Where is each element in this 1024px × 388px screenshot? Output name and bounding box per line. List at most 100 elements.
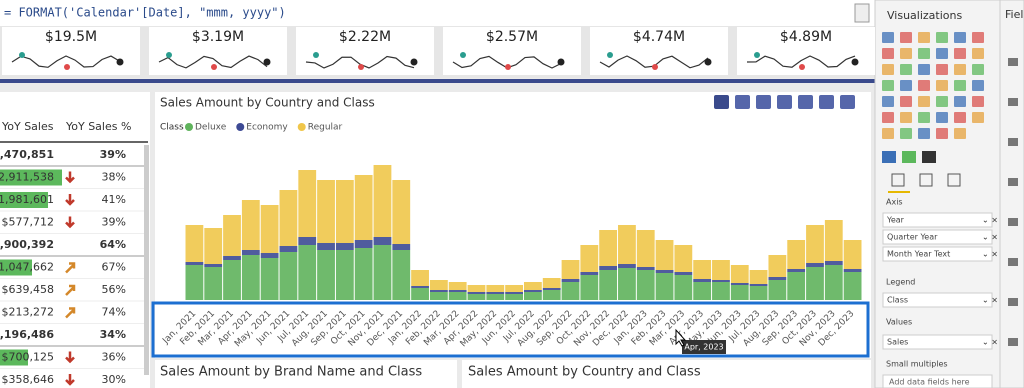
bar-segment [429,280,448,290]
cell: 39% [100,148,126,161]
field-well[interactable] [882,292,993,308]
viz-icon[interactable] [954,48,966,59]
field-well[interactable] [882,212,993,228]
viz-icon[interactable] [972,96,984,107]
visual-icon[interactable] [798,95,813,109]
viz-icon[interactable] [972,48,984,59]
viz-icon[interactable] [936,48,948,59]
spark-dot [19,52,25,58]
sparkline [158,55,268,69]
viz-icon[interactable] [954,96,966,107]
field-table-icon[interactable] [1008,338,1018,346]
viz-icon[interactable] [900,64,912,75]
viz-icon[interactable] [936,32,948,43]
bar-segment [674,272,693,275]
viz-icon[interactable] [882,32,894,43]
field-table-icon[interactable] [1008,218,1018,226]
viz-icon[interactable] [918,96,930,107]
viz-icon[interactable] [922,151,936,163]
pane-tab[interactable] [947,173,961,187]
viz-icon[interactable] [918,128,930,139]
viz-icon[interactable] [936,112,948,123]
formula-expand[interactable] [854,3,870,23]
bar-segment [429,292,448,300]
visual-icon[interactable] [714,95,729,109]
visual-icon[interactable] [840,95,855,109]
visual-icon[interactable] [777,95,792,109]
pane-tab[interactable] [891,173,905,187]
bar-segment [599,230,618,266]
bar-segment [599,270,618,300]
bar-segment [260,258,279,300]
viz-icon[interactable] [936,80,948,91]
viz-icon[interactable] [954,32,966,43]
card-title: Sales Amount by Country and Class [468,365,701,380]
viz-icon[interactable] [918,112,930,123]
visual-icon[interactable] [819,95,834,109]
col-header: YoY Sales [1,120,54,133]
bar-segment [185,265,204,300]
legend-label: Regular [308,123,343,133]
bar-segment [335,180,354,243]
viz-icon[interactable] [954,80,966,91]
viz-icon[interactable] [936,64,948,75]
viz-icon[interactable] [900,96,912,107]
bar-segment [204,228,223,264]
bar-segment [768,277,787,280]
viz-icon[interactable] [918,48,930,59]
field-table-icon[interactable] [1008,138,1018,146]
viz-icon[interactable] [882,151,896,163]
field-table-icon[interactable] [1008,178,1018,186]
pane-tab[interactable] [919,173,933,187]
field-table-icon[interactable] [1008,58,1018,66]
viz-icon[interactable] [882,80,894,91]
field-table-icon[interactable] [1008,98,1018,106]
viz-icon[interactable] [900,48,912,59]
card-title: Sales Amount by Brand Name and Class [160,365,422,380]
viz-icon[interactable] [936,128,948,139]
viz-icon[interactable] [882,48,894,59]
viz-icon[interactable] [972,32,984,43]
arrow-up [65,284,76,296]
viz-icon[interactable] [972,112,984,123]
bar-segment [279,246,298,252]
visual-icon[interactable] [735,95,750,109]
bar-segment [730,285,749,300]
viz-icon[interactable] [972,80,984,91]
viz-icon[interactable] [954,64,966,75]
bar-segment [542,290,561,300]
cell: $577,712 [2,216,55,229]
visual-icon[interactable] [756,95,771,109]
viz-icon[interactable] [972,64,984,75]
viz-icon[interactable] [882,128,894,139]
field-table-icon[interactable] [1008,258,1018,266]
viz-icon[interactable] [918,80,930,91]
field-table-icon[interactable] [1008,298,1018,306]
field-name: Class [887,296,908,305]
field-well[interactable] [882,246,993,262]
viz-icon[interactable] [936,96,948,107]
viz-icon[interactable] [902,151,916,163]
viz-icon[interactable] [900,112,912,123]
field-well[interactable] [882,229,993,245]
bar-segment [298,245,317,300]
viz-icon[interactable] [918,32,930,43]
viz-icon[interactable] [900,32,912,43]
bar-segment [618,225,636,264]
drop-zone[interactable] [882,374,993,388]
bar-segment [298,237,317,245]
viz-icon[interactable] [882,96,894,107]
viz-icon[interactable] [900,128,912,139]
viz-icon[interactable] [918,64,930,75]
viz-icon[interactable] [954,128,966,139]
viz-icon[interactable] [900,80,912,91]
bar-segment [392,250,411,300]
field-well[interactable] [882,334,993,350]
bar-segment [411,270,429,286]
bar-segment [241,255,260,300]
viz-icon[interactable] [954,112,966,123]
viz-icon[interactable] [882,112,894,123]
viz-icon[interactable] [882,64,894,75]
spark-dot [754,52,760,58]
cell: $1,900,392 [0,238,54,251]
